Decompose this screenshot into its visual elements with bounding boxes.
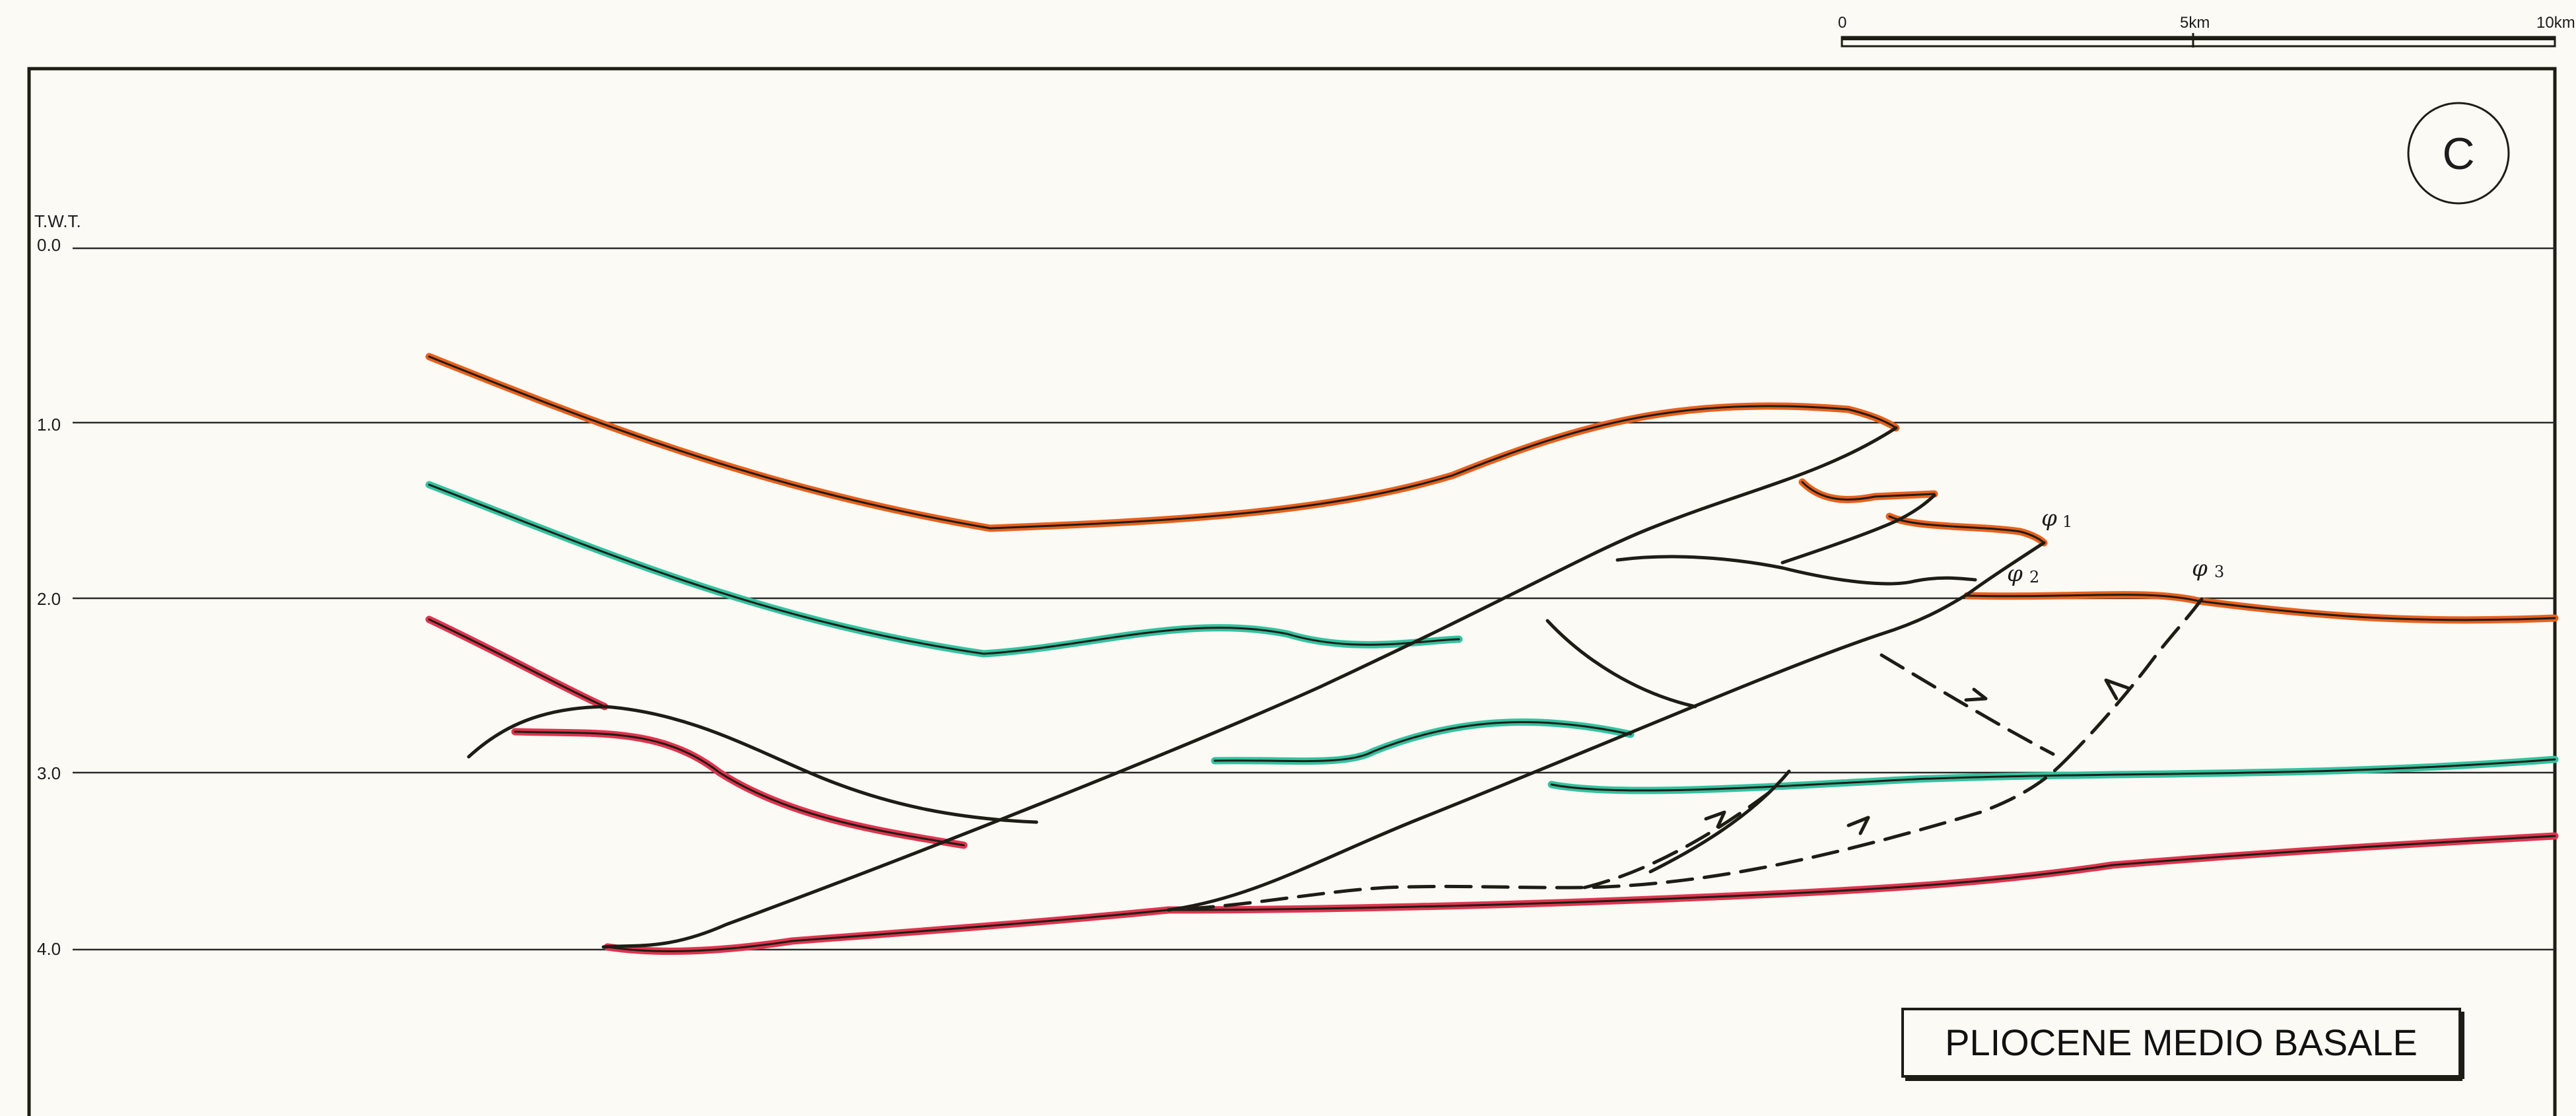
panel-letter: C [2442,129,2474,179]
fault-symbol-2: φ [2007,561,2023,587]
section-frame [27,67,2557,1116]
green-horizon [425,481,2559,794]
fault-index-2: 2 [2029,568,2039,586]
panel-letter-badge: C [2407,102,2510,205]
fault-symbol-1: φ [2041,505,2057,532]
twt-tick-3: 3.0 [37,763,61,783]
fault-label-2: φ 2 [2007,561,2039,587]
thrust-faults [467,426,2046,949]
twt-tick-4: 4.0 [37,939,61,959]
scale-tick-5km: 5km [2180,14,2210,32]
dashed-faults [1186,592,2207,911]
twt-axis-title: T.W.T. [34,211,81,231]
fault-symbol-3: φ [2192,555,2208,582]
orange-horizon [425,353,2559,624]
fault-index-1: 1 [2062,512,2072,531]
twt-tick-2: 2.0 [37,589,61,609]
scale-tick-10km: 10km [2536,14,2575,32]
fault-index-3: 3 [2214,563,2224,581]
twt-axis: T.W.T. 0.0 1.0 2.0 3.0 4.0 [34,211,81,959]
fault-label-3: φ 3 [2192,555,2224,582]
red-horizon [425,615,2559,955]
twt-tick-0: 0.0 [37,235,61,255]
scale-bar: 0 5km 10km [1838,14,2575,48]
title-box: PLIOCENE MEDIO BASALE [1901,1008,2464,1081]
fault-label-1: φ 1 [2041,505,2072,532]
scale-tick-0: 0 [1838,14,1847,32]
twt-tick-1: 1.0 [37,415,61,435]
title-text: PLIOCENE MEDIO BASALE [1945,1022,2418,1063]
